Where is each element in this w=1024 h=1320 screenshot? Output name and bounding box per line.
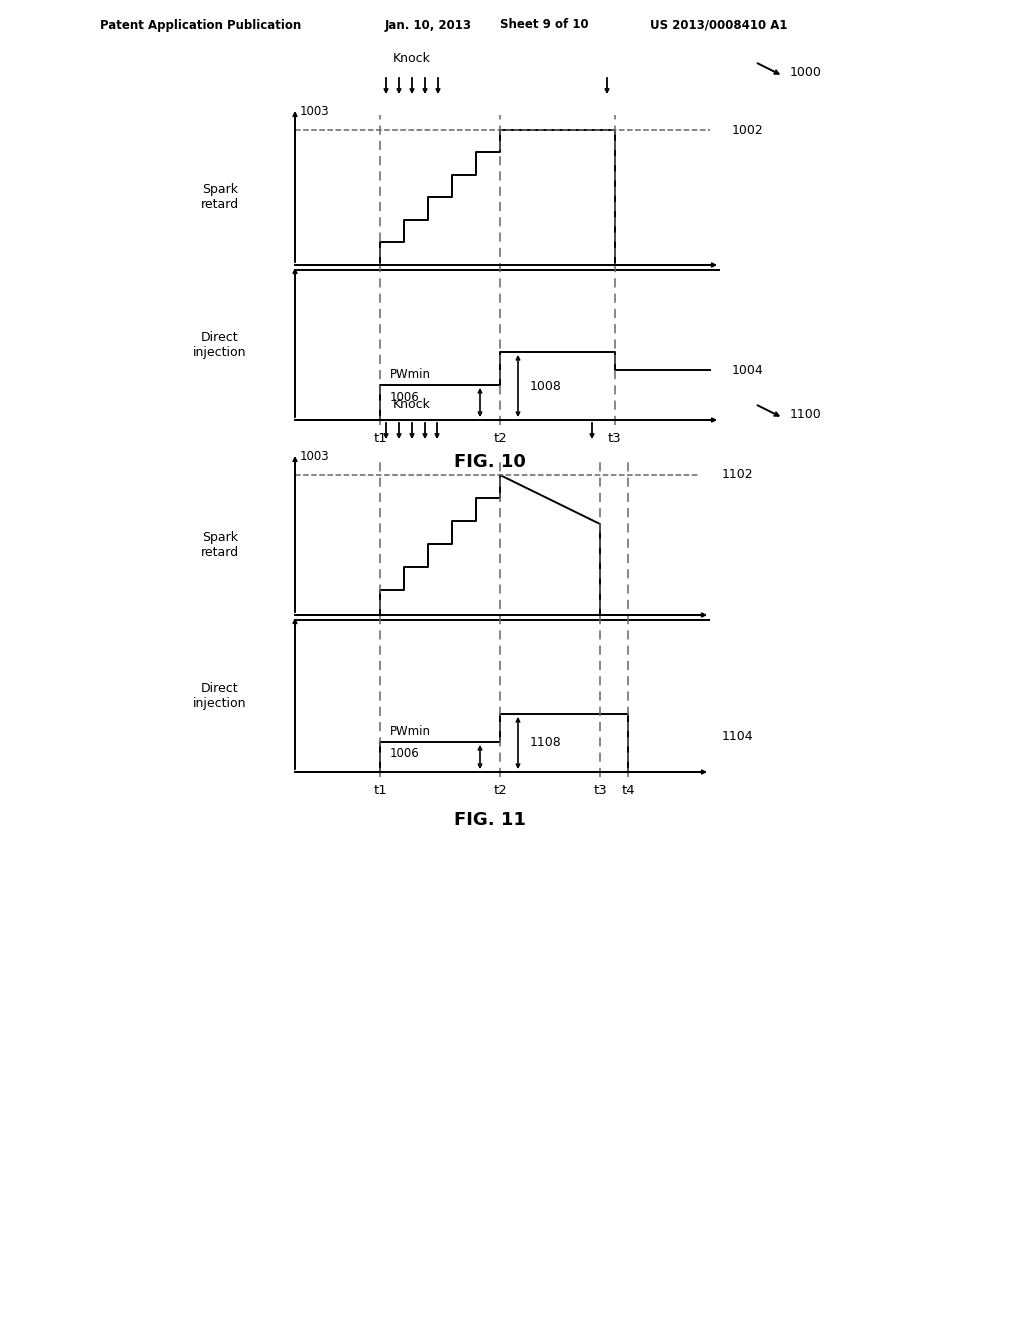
- Text: 1006: 1006: [390, 747, 420, 760]
- Text: US 2013/0008410 A1: US 2013/0008410 A1: [650, 18, 787, 32]
- Text: 1102: 1102: [722, 469, 754, 482]
- Text: 1003: 1003: [300, 450, 330, 463]
- Text: Spark
retard: Spark retard: [201, 531, 239, 558]
- Text: Jan. 10, 2013: Jan. 10, 2013: [385, 18, 472, 32]
- Text: t3: t3: [593, 784, 607, 796]
- Text: PWmin: PWmin: [390, 725, 431, 738]
- Text: Direct
injection: Direct injection: [194, 682, 247, 710]
- Text: 1003: 1003: [300, 106, 330, 117]
- Text: Patent Application Publication: Patent Application Publication: [100, 18, 301, 32]
- Text: t1: t1: [373, 432, 387, 445]
- Text: 1000: 1000: [790, 66, 822, 78]
- Text: 1002: 1002: [732, 124, 764, 136]
- Text: FIG. 10: FIG. 10: [454, 453, 526, 471]
- Text: Spark
retard: Spark retard: [201, 183, 239, 211]
- Text: t2: t2: [494, 432, 507, 445]
- Text: t4: t4: [622, 784, 635, 796]
- Text: t2: t2: [494, 784, 507, 796]
- Text: t1: t1: [373, 784, 387, 796]
- Text: Knock: Knock: [392, 397, 430, 411]
- Text: 1100: 1100: [790, 408, 821, 421]
- Text: 1008: 1008: [530, 380, 562, 392]
- Text: 1006: 1006: [390, 391, 420, 404]
- Text: 1108: 1108: [530, 737, 562, 750]
- Text: PWmin: PWmin: [390, 368, 431, 381]
- Text: 1004: 1004: [732, 363, 764, 376]
- Text: Knock: Knock: [393, 53, 431, 66]
- Text: 1104: 1104: [722, 730, 754, 743]
- Text: Sheet 9 of 10: Sheet 9 of 10: [500, 18, 589, 32]
- Text: Direct
injection: Direct injection: [194, 331, 247, 359]
- Text: FIG. 11: FIG. 11: [454, 810, 526, 829]
- Text: t3: t3: [608, 432, 622, 445]
